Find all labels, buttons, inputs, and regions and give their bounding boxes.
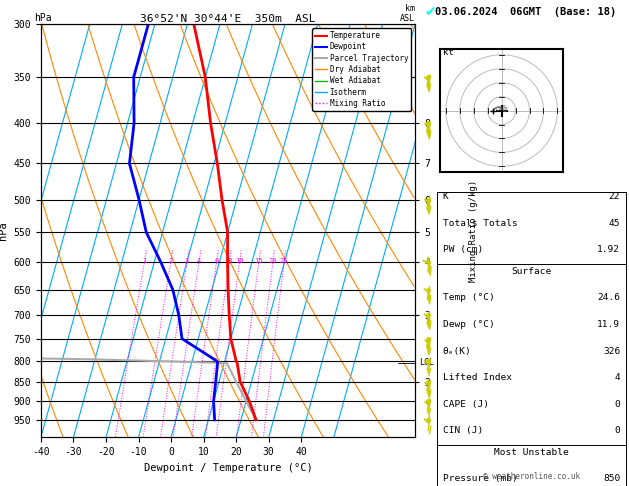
Text: 1: 1: [142, 258, 147, 264]
Text: 4: 4: [197, 258, 201, 264]
Text: 850: 850: [603, 474, 620, 484]
Y-axis label: hPa: hPa: [0, 222, 8, 240]
Text: $\circlearrowleft$: $\circlearrowleft$: [498, 103, 506, 112]
Text: Lifted Index: Lifted Index: [443, 373, 512, 382]
X-axis label: Dewpoint / Temperature (°C): Dewpoint / Temperature (°C): [143, 463, 313, 473]
Text: 22: 22: [609, 192, 620, 201]
Text: LCL: LCL: [419, 359, 434, 367]
Text: 3: 3: [185, 258, 189, 264]
Text: 1.92: 1.92: [597, 245, 620, 254]
Title: 36°52'N 30°44'E  350m  ASL: 36°52'N 30°44'E 350m ASL: [140, 14, 316, 23]
Text: θₑ(K): θₑ(K): [443, 347, 472, 355]
Text: Dewp (°C): Dewp (°C): [443, 320, 494, 329]
Text: Pressure (mb): Pressure (mb): [443, 474, 518, 484]
Text: 15: 15: [255, 258, 263, 264]
Legend: Temperature, Dewpoint, Parcel Trajectory, Dry Adiabat, Wet Adiabat, Isotherm, Mi: Temperature, Dewpoint, Parcel Trajectory…: [312, 28, 411, 111]
Text: km
ASL: km ASL: [400, 4, 415, 23]
Text: Totals Totals: Totals Totals: [443, 219, 518, 227]
Y-axis label: Mixing Ratio (g/kg): Mixing Ratio (g/kg): [469, 180, 478, 282]
Text: 10: 10: [235, 258, 244, 264]
Text: 0: 0: [615, 399, 620, 409]
Text: 20: 20: [269, 258, 277, 264]
Text: 03.06.2024  06GMT  (Base: 18): 03.06.2024 06GMT (Base: 18): [435, 7, 616, 17]
Text: 0: 0: [615, 426, 620, 435]
Text: K: K: [443, 192, 448, 201]
Text: Temp (°C): Temp (°C): [443, 293, 494, 302]
Text: 24.6: 24.6: [597, 293, 620, 302]
Text: 326: 326: [603, 347, 620, 355]
Text: 45: 45: [609, 219, 620, 227]
Text: 2: 2: [169, 258, 173, 264]
Text: CIN (J): CIN (J): [443, 426, 483, 435]
Text: $\circlearrowleft$: $\circlearrowleft$: [500, 105, 509, 114]
Text: ✔: ✔: [425, 5, 436, 19]
Text: Surface: Surface: [511, 267, 552, 276]
Text: 6: 6: [214, 258, 219, 264]
Text: 4: 4: [615, 373, 620, 382]
Text: hPa: hPa: [35, 13, 52, 23]
Text: kt: kt: [443, 48, 454, 57]
Text: 8: 8: [227, 258, 231, 264]
Text: © weatheronline.co.uk: © weatheronline.co.uk: [483, 472, 580, 481]
Text: PW (cm): PW (cm): [443, 245, 483, 254]
Text: $\circlearrowleft$: $\circlearrowleft$: [493, 105, 502, 113]
Text: 25: 25: [280, 258, 288, 264]
Text: Most Unstable: Most Unstable: [494, 448, 569, 457]
Text: 11.9: 11.9: [597, 320, 620, 329]
Text: CAPE (J): CAPE (J): [443, 399, 489, 409]
